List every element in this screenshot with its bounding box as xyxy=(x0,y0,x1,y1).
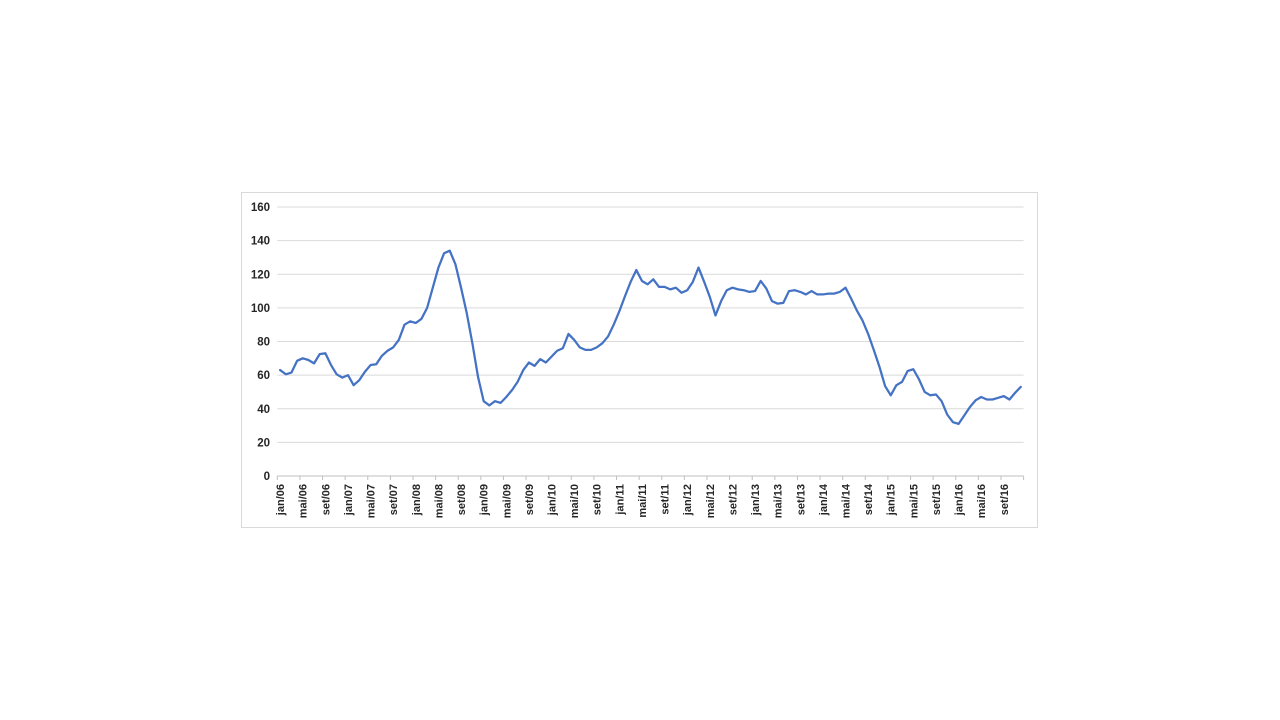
x-axis-tick-label: set/13 xyxy=(795,484,807,515)
gridlines xyxy=(277,206,1024,443)
x-axis-tick-label: jan/10 xyxy=(547,484,559,516)
x-axis-tick-label: set/09 xyxy=(524,484,536,515)
y-axis-tick-label: 80 xyxy=(257,337,270,349)
x-axis-tick-label: mai/15 xyxy=(908,484,920,518)
x-axis-tick-label: jan/11 xyxy=(614,484,626,516)
x-axis-tick-label: mai/11 xyxy=(637,484,649,518)
x-axis-tick-label: mai/07 xyxy=(366,484,378,518)
x-axis-tick-label: set/16 xyxy=(999,484,1011,515)
y-axis-tick-label: 140 xyxy=(251,236,270,248)
x-axis-tick-label: mai/13 xyxy=(773,484,785,518)
x-axis-labels: jan/06 mai/06 set/06 jan/07 mai/07 set/07 jan/… xyxy=(275,483,1011,518)
y-axis-tick-label: 40 xyxy=(257,404,270,416)
x-axis-tick-label: set/15 xyxy=(931,484,943,515)
x-axis-tick-label: mai/06 xyxy=(298,484,310,518)
x-axis xyxy=(276,475,1025,480)
x-axis-tick-label: jan/12 xyxy=(682,484,694,516)
x-axis-tick-label: set/11 xyxy=(660,484,672,515)
x-axis-tick-label: jan/14 xyxy=(818,483,830,516)
x-axis-tick-label: mai/14 xyxy=(841,483,853,518)
x-axis-tick-label: set/06 xyxy=(320,484,332,515)
x-axis-tick-label: jan/07 xyxy=(343,484,355,516)
data-line xyxy=(279,249,1022,426)
x-axis-tick-label: mai/09 xyxy=(501,484,513,518)
x-axis-tick-label: jan/09 xyxy=(479,484,491,516)
x-axis-tick-label: mai/12 xyxy=(705,484,717,518)
x-axis-tick-label: set/07 xyxy=(388,484,400,515)
x-axis-tick-label: set/10 xyxy=(592,484,604,515)
y-axis-tick-label: 120 xyxy=(251,269,270,281)
y-axis-tick-label: 0 xyxy=(264,471,270,483)
y-axis-tick-label: 20 xyxy=(257,437,270,449)
x-axis-tick-label: jan/08 xyxy=(411,484,423,516)
y-axis-tick-label: 60 xyxy=(257,370,270,382)
data-series xyxy=(279,249,1022,426)
x-axis-tick-label: jan/15 xyxy=(886,484,898,516)
x-axis-tick-label: set/14 xyxy=(863,483,875,515)
x-axis-tick-label: mai/08 xyxy=(433,484,445,518)
y-axis-tick-label: 100 xyxy=(251,303,270,315)
x-axis-tick-label: mai/16 xyxy=(976,484,988,518)
x-axis-tick-label: jan/13 xyxy=(750,484,762,516)
x-axis-tick-label: set/08 xyxy=(456,484,468,515)
chart-area: 0 20 40 60 80 100 120 140 160 jan/06 mai/06 set/06… xyxy=(241,192,1038,528)
y-axis-labels: 0 20 40 60 80 100 120 140 160 xyxy=(251,202,270,483)
x-axis-tick-label: jan/16 xyxy=(954,484,966,516)
x-axis-tick-label: mai/10 xyxy=(569,484,581,518)
line-chart: 0 20 40 60 80 100 120 140 160 jan/06 mai/06 set/06… xyxy=(251,202,1025,518)
x-axis-tick-label: set/12 xyxy=(727,484,739,515)
y-axis-tick-label: 160 xyxy=(251,202,270,214)
x-axis-tick-label: jan/06 xyxy=(275,484,287,516)
